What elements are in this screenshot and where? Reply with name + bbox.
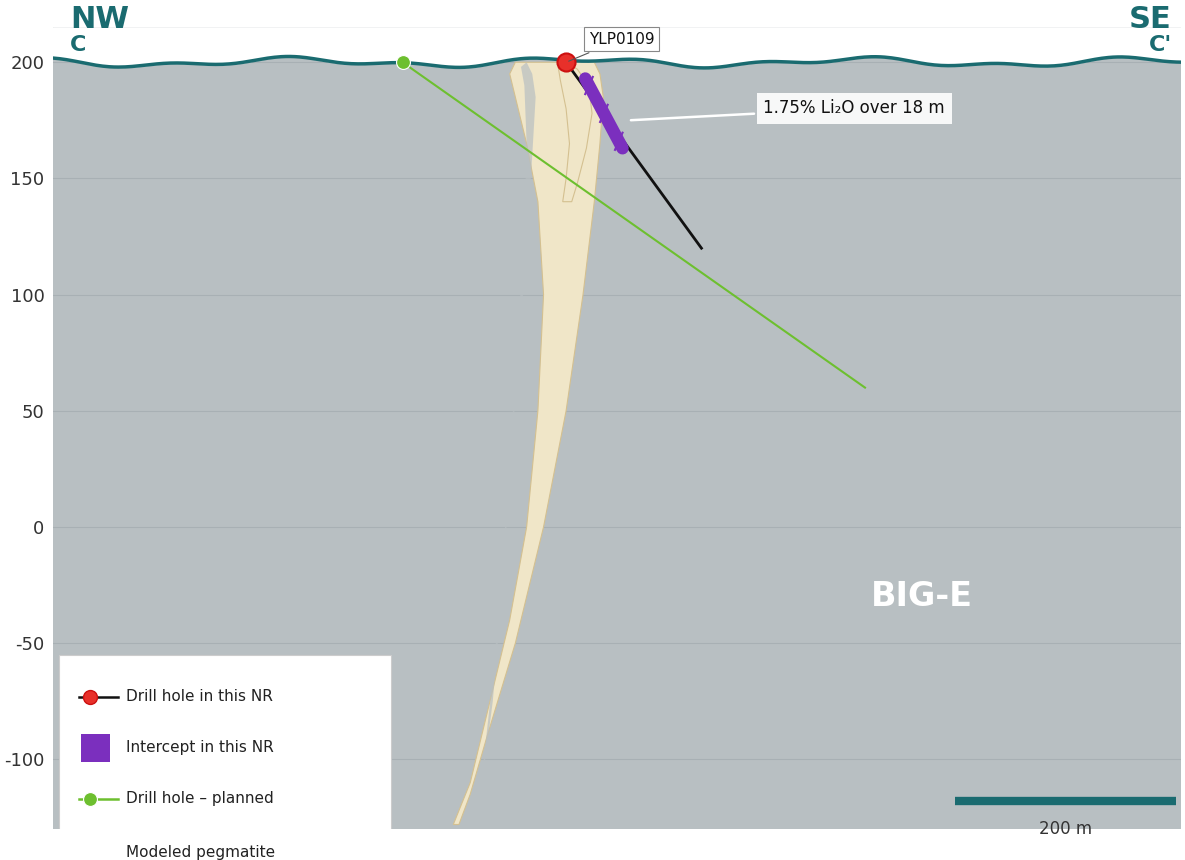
Polygon shape xyxy=(558,62,592,202)
Text: Drill hole – planned: Drill hole – planned xyxy=(126,791,274,807)
Text: SE: SE xyxy=(1129,5,1172,34)
Text: Drill hole in this NR: Drill hole in this NR xyxy=(126,689,273,704)
FancyBboxPatch shape xyxy=(58,654,391,860)
Text: Intercept in this NR: Intercept in this NR xyxy=(126,740,274,755)
Text: 200 m: 200 m xyxy=(1039,820,1093,838)
Text: NW: NW xyxy=(70,5,129,34)
Text: Modeled pegmatite: Modeled pegmatite xyxy=(126,845,275,860)
Text: BIG-E: BIG-E xyxy=(871,580,973,613)
Text: 1.75% Li₂O over 18 m: 1.75% Li₂O over 18 m xyxy=(630,100,946,120)
Text: YLP0109: YLP0109 xyxy=(569,32,654,61)
Polygon shape xyxy=(454,62,603,825)
Bar xyxy=(81,734,110,762)
Polygon shape xyxy=(475,62,536,802)
Ellipse shape xyxy=(76,838,116,860)
Text: C: C xyxy=(70,35,87,55)
Text: C': C' xyxy=(1148,35,1172,55)
